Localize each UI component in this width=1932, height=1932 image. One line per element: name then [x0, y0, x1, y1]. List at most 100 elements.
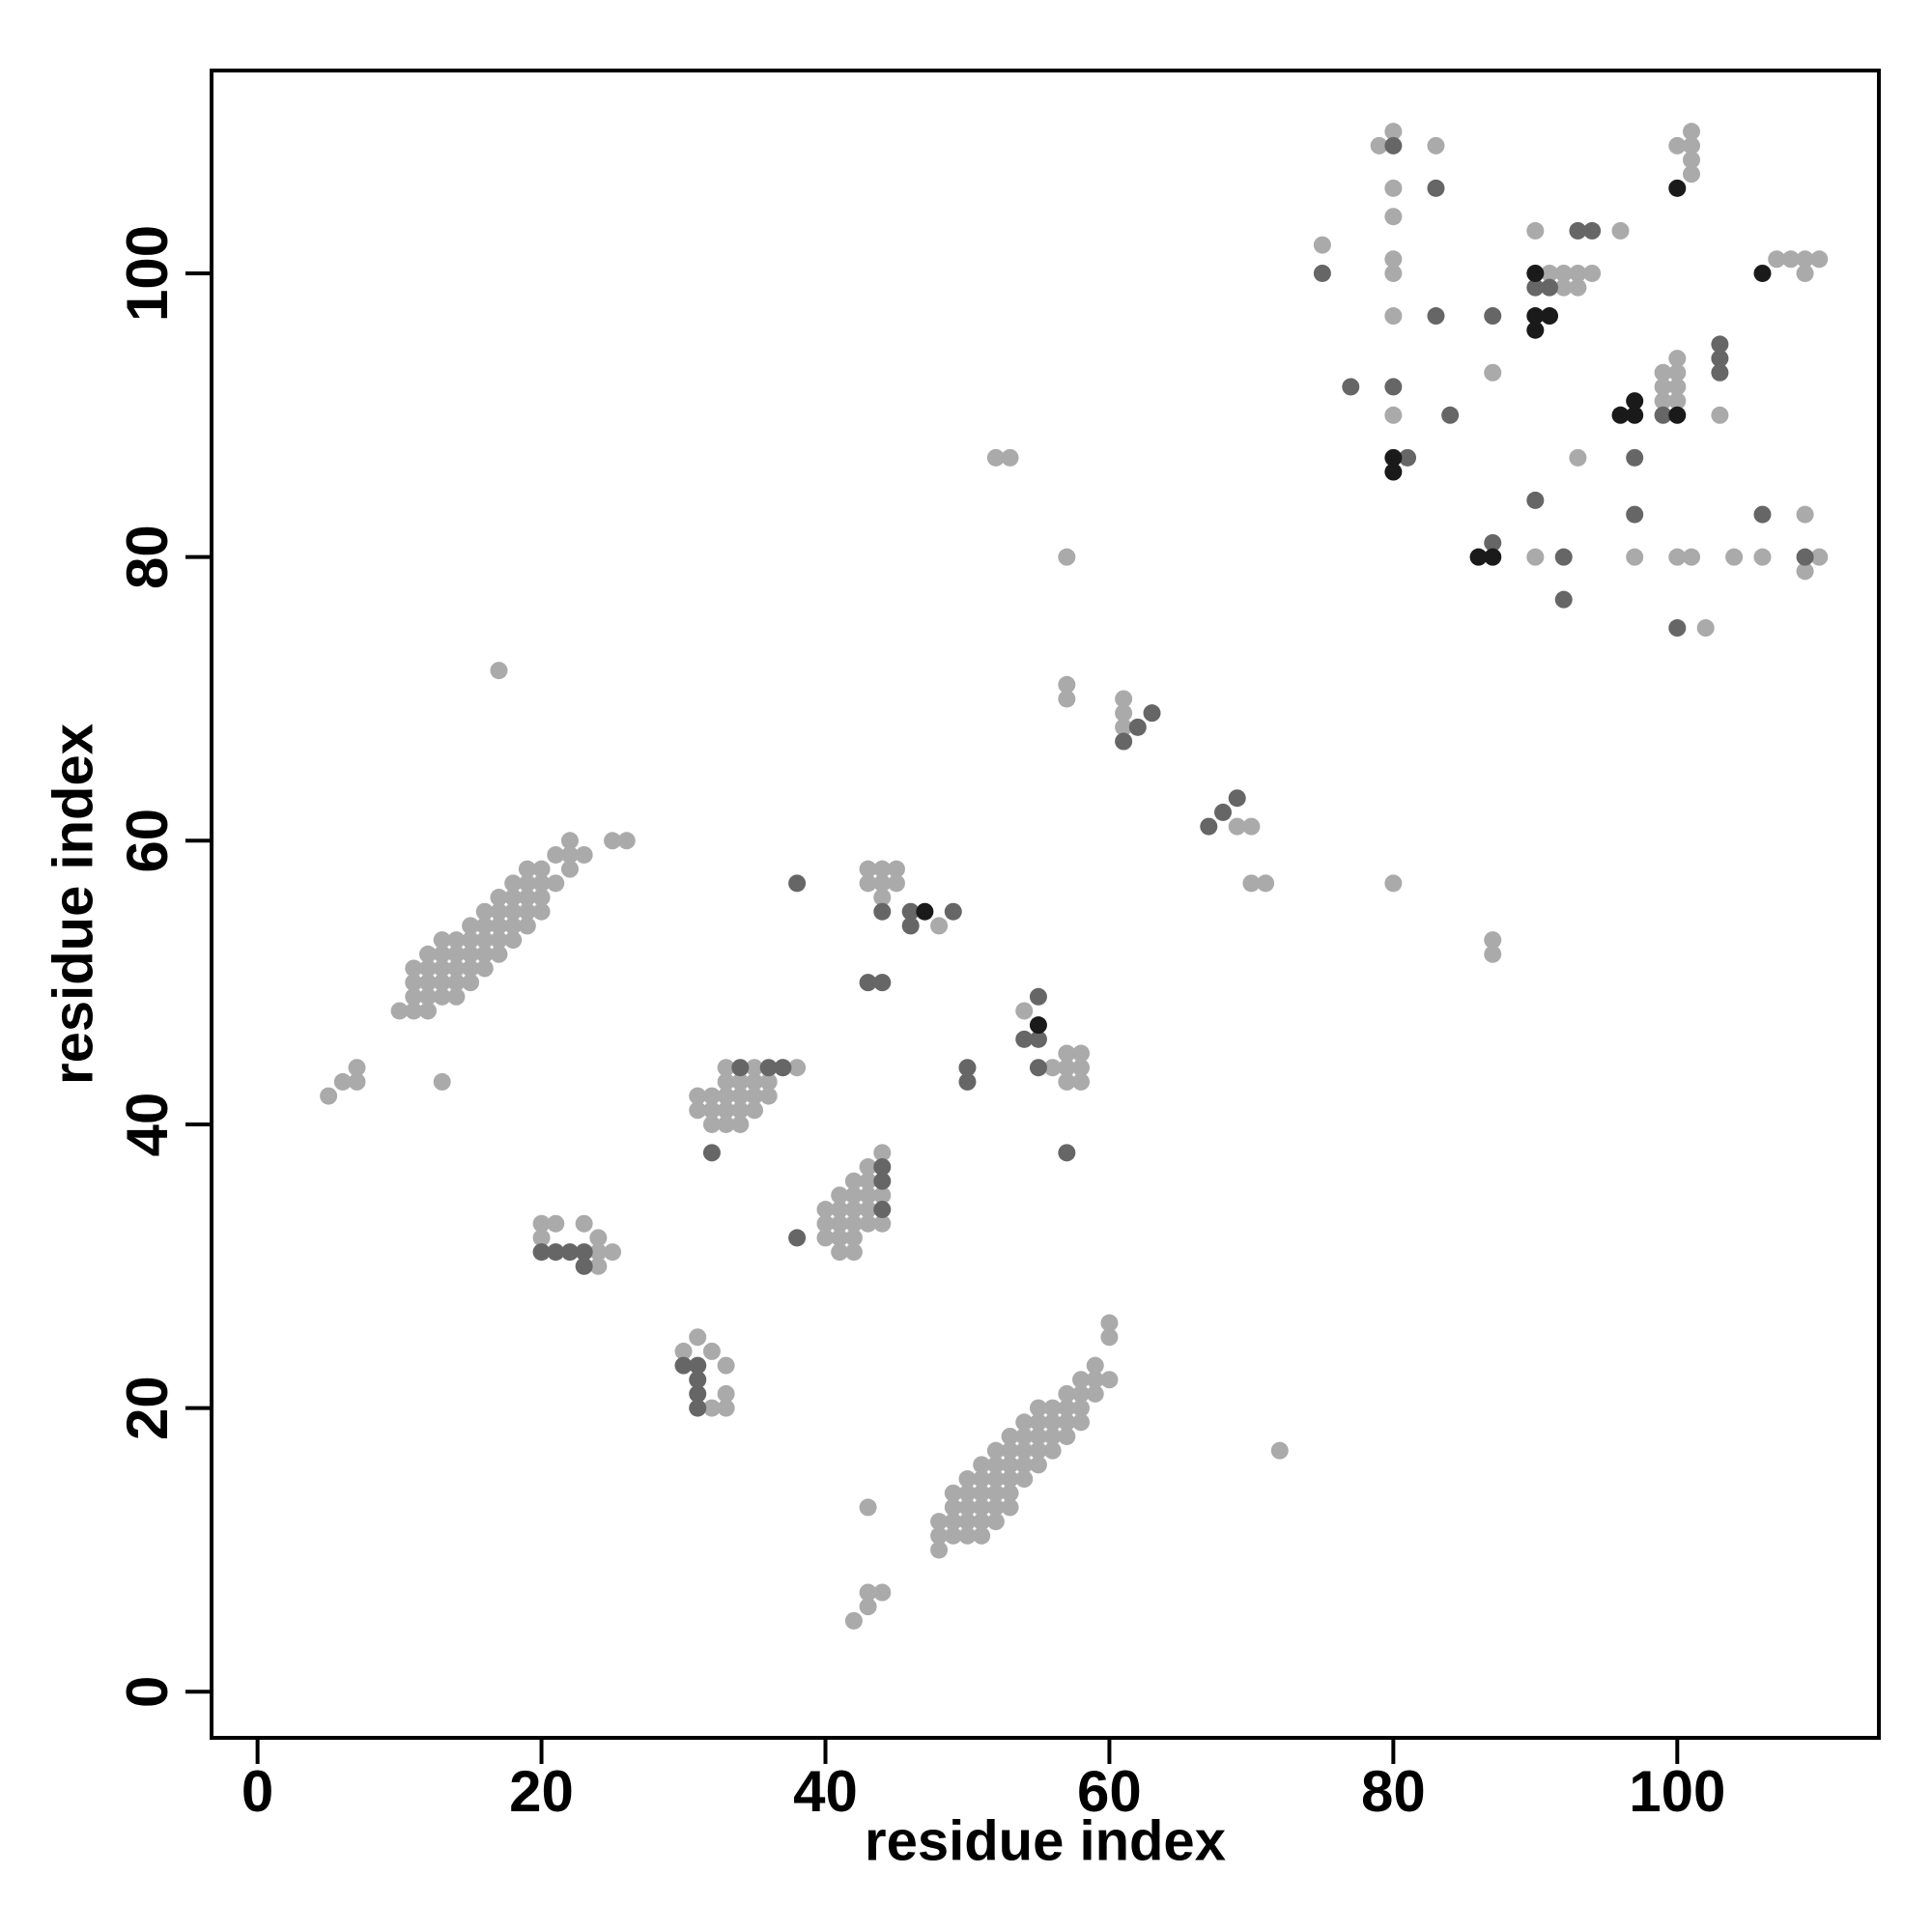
- point: [958, 1470, 977, 1489]
- point: [873, 874, 892, 893]
- point: [1541, 307, 1559, 326]
- point: [986, 1456, 1005, 1474]
- point: [1654, 363, 1672, 382]
- point: [1100, 1371, 1119, 1389]
- point: [433, 945, 451, 963]
- x-axis-label: residue index: [865, 1809, 1226, 1872]
- point: [973, 1513, 991, 1531]
- point: [475, 902, 494, 921]
- point: [831, 1201, 849, 1219]
- point: [1058, 548, 1076, 566]
- point: [1796, 562, 1814, 581]
- point: [958, 1072, 977, 1091]
- point: [873, 1158, 892, 1177]
- point: [1228, 817, 1246, 836]
- point: [1583, 264, 1602, 282]
- point: [1384, 208, 1403, 226]
- point: [1427, 179, 1445, 197]
- point: [859, 1214, 877, 1233]
- point: [504, 917, 523, 935]
- point: [1711, 406, 1729, 424]
- point: [447, 974, 466, 992]
- point: [1526, 548, 1545, 566]
- point: [702, 1087, 721, 1105]
- point: [1484, 931, 1502, 950]
- point: [1072, 1059, 1091, 1077]
- point: [1072, 1384, 1091, 1403]
- point: [1015, 1413, 1034, 1432]
- point: [1384, 406, 1403, 424]
- point: [873, 860, 892, 878]
- point: [901, 917, 920, 935]
- point: [560, 845, 579, 864]
- point: [1668, 363, 1687, 382]
- point: [831, 1186, 849, 1205]
- point: [1029, 1399, 1047, 1417]
- point: [973, 1456, 991, 1474]
- point: [873, 889, 892, 907]
- point: [547, 874, 565, 893]
- point: [816, 1201, 835, 1219]
- point: [1484, 548, 1502, 566]
- point: [1725, 548, 1744, 566]
- point: [589, 1257, 608, 1275]
- point: [1711, 350, 1729, 368]
- point: [1654, 406, 1672, 424]
- point: [1768, 250, 1786, 269]
- point: [674, 1342, 693, 1360]
- point: [1242, 817, 1261, 836]
- y-tick-label: 40: [115, 1093, 180, 1157]
- point: [689, 1356, 707, 1375]
- point: [604, 832, 622, 850]
- point: [1143, 704, 1161, 723]
- point: [689, 1384, 707, 1403]
- point: [873, 1172, 892, 1190]
- point: [1668, 392, 1687, 411]
- point: [1626, 392, 1644, 411]
- point: [1086, 1371, 1104, 1389]
- point: [930, 917, 949, 935]
- point: [1058, 1399, 1076, 1417]
- point: [1711, 363, 1729, 382]
- point: [1072, 1399, 1091, 1417]
- point: [901, 902, 920, 921]
- point: [1384, 448, 1403, 467]
- point: [475, 959, 494, 978]
- point: [433, 959, 451, 978]
- point: [1384, 874, 1403, 893]
- point: [433, 987, 451, 1006]
- y-tick-label: 100: [115, 225, 180, 322]
- point: [1384, 463, 1403, 481]
- point: [1711, 335, 1729, 354]
- point: [717, 1384, 735, 1403]
- point: [759, 1059, 778, 1077]
- point: [1001, 1470, 1019, 1489]
- point: [887, 860, 905, 878]
- point: [831, 1243, 849, 1262]
- point: [1058, 1427, 1076, 1445]
- point: [1427, 136, 1445, 155]
- point: [1015, 1427, 1034, 1445]
- point: [1626, 406, 1644, 424]
- point: [831, 1229, 849, 1247]
- x-tick-label: 100: [1629, 1759, 1725, 1824]
- point: [1072, 1044, 1091, 1063]
- point: [575, 1257, 593, 1275]
- point: [1668, 350, 1687, 368]
- point: [1029, 1441, 1047, 1460]
- point: [1526, 491, 1545, 509]
- point: [1029, 1456, 1047, 1474]
- point: [944, 1526, 962, 1545]
- point: [1384, 378, 1403, 396]
- point: [604, 1243, 622, 1262]
- point: [1043, 1441, 1062, 1460]
- point: [1683, 548, 1701, 566]
- point: [774, 1059, 792, 1077]
- point: [859, 1172, 877, 1190]
- point: [547, 845, 565, 864]
- point: [1683, 165, 1701, 184]
- point: [1072, 1413, 1091, 1432]
- point: [1015, 1470, 1034, 1489]
- point: [1072, 1371, 1091, 1389]
- point: [1753, 264, 1772, 282]
